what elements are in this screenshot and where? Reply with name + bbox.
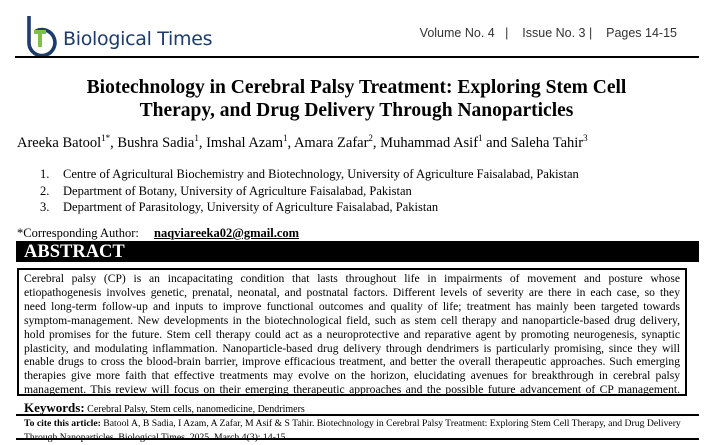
- author-affiliation-mark: 1*: [101, 133, 111, 143]
- affiliation-item: 3. Department of Parasitology, University…: [40, 199, 579, 216]
- affiliation-text: Department of Parasitology, University o…: [63, 200, 439, 214]
- author-separator: ,: [110, 134, 118, 151]
- citation: To cite this article: Batool A, B Sadia,…: [24, 417, 694, 445]
- keywords: Keywords: Cerebral Palsy, Stem cells, na…: [24, 400, 305, 416]
- author-name: Bushra Sadia: [117, 134, 195, 151]
- abstract-line: plasticity, and modulating inflammation.…: [24, 341, 680, 355]
- affiliation-item: 1. Centre of Agricultural Biochemistry an…: [40, 166, 579, 183]
- abstract-line: need long-term follow-up and inputs to i…: [24, 299, 680, 313]
- abstract-heading: ABSTRACT: [16, 241, 699, 262]
- author-list: Areeka Batool1*, Bushra Sadia1, Imshal A…: [17, 133, 588, 152]
- header-divider: [15, 56, 699, 58]
- journal-name: Biological Times: [63, 28, 213, 50]
- author-name: Amara Zafar: [293, 134, 369, 151]
- issue-info: Volume No. 4 | Issue No. 3 | Pages 14-15: [419, 26, 677, 40]
- corresponding-author: *Corresponding Author: naqviareeka02@gma…: [17, 226, 299, 241]
- abstract-line: etiopathogenesis involves genetic, prena…: [24, 285, 680, 299]
- keywords-text: Cerebral Palsy, Stem cells, nanomedicine…: [84, 404, 305, 415]
- abstract-line: therapies give more faith that effective…: [24, 369, 680, 383]
- author-affiliation-mark: 2: [368, 133, 373, 143]
- abstract-box: Cerebral palsy (CP) is an incapacitating…: [17, 268, 687, 396]
- affiliation-number: 3.: [40, 200, 50, 214]
- affiliation-text: Centre of Agricultural Biochemistry and …: [63, 167, 579, 181]
- article-title: Biotechnology in Cerebral Palsy Treatmen…: [0, 76, 713, 122]
- corresponding-email-link[interactable]: naqviareeka02@gmail.com: [154, 226, 300, 240]
- journal-logo: [27, 16, 57, 56]
- author-separator: ,: [198, 134, 207, 151]
- author-name: Muhammad Asif: [380, 134, 479, 151]
- abstract-line: Cerebral palsy (CP) is an incapacitating…: [24, 272, 680, 285]
- abstract-line: hold promises for the future. Stem cell …: [24, 327, 680, 341]
- keywords-label: Keywords:: [24, 400, 85, 415]
- divider: [16, 414, 699, 416]
- citation-text: Batool A, B Sadia, I Azam, A Zafar, M As…: [24, 418, 681, 443]
- author-affiliation-mark: 1: [194, 133, 199, 143]
- abstract-line: symptom-management. New developments in …: [24, 313, 680, 327]
- author-name: Saleha Tahir: [510, 134, 584, 151]
- affiliation-text: Department of Botany, University of Agri…: [63, 183, 412, 198]
- author-affiliation-mark: 1: [283, 133, 288, 143]
- affiliation-number: 2.: [40, 183, 50, 198]
- author-name: Areeka Batool: [17, 134, 102, 151]
- author-separator: ,: [372, 134, 381, 151]
- corresponding-label: *Corresponding Author:: [17, 226, 139, 240]
- author-affiliation-mark: 1: [478, 133, 483, 143]
- affiliation-list: 1. Centre of Agricultural Biochemistry an…: [40, 166, 579, 216]
- abstract-line: management. This review will focus on th…: [24, 383, 680, 397]
- citation-label: To cite this article:: [24, 418, 101, 429]
- title-line: Therapy, and Drug Delivery Through Nanop…: [139, 100, 574, 121]
- title-line: Biotechnology in Cerebral Palsy Treatmen…: [86, 77, 627, 98]
- author-name: Imshal Azam: [206, 134, 283, 151]
- author-separator: ,: [287, 134, 294, 151]
- affiliation-item: 2. Department of Botany, University of Ag…: [40, 183, 579, 200]
- author-affiliation-mark: 3: [583, 133, 588, 143]
- author-separator: and: [482, 134, 511, 151]
- affiliation-number: 1.: [40, 167, 50, 181]
- abstract-line: enable drugs to cross the blood-brain ba…: [24, 355, 680, 369]
- divider: [16, 438, 699, 440]
